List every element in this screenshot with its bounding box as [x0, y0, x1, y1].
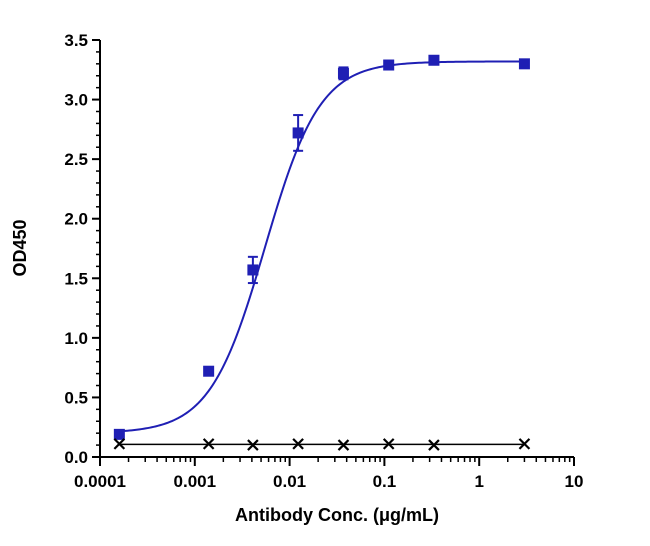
- y-tick-label: 3.0: [64, 91, 88, 110]
- y-tick-label: 2.0: [64, 210, 88, 229]
- x-tick-label: 1: [474, 472, 483, 491]
- y-tick-label: 1.5: [64, 269, 88, 288]
- y-tick-label: 0.5: [64, 388, 88, 407]
- y-tick-label: 3.5: [64, 31, 88, 50]
- y-axis-title: OD450: [10, 219, 30, 276]
- data-point-x: [247, 439, 259, 451]
- data-point-x: [202, 438, 215, 450]
- data-point-square: [292, 127, 304, 139]
- plot-area: 0.0 0.5 1.0 1.5 2.0 2.5 3.0 3.5 0.0001 0.001 0.01 0…: [64, 31, 583, 491]
- x-axis-title: Antibody Conc. (μg/mL): [235, 505, 439, 525]
- data-point-x: [113, 438, 126, 450]
- y-tick-label: 1.0: [64, 329, 88, 348]
- data-point-x: [428, 439, 440, 451]
- x-tick-label: 10: [565, 472, 584, 491]
- data-point-x: [337, 439, 350, 451]
- x-tick-label: 0.01: [273, 472, 306, 491]
- x-tick-label: 0.1: [373, 472, 397, 491]
- x-tick-label: 0.0001: [74, 472, 126, 491]
- data-point-x: [382, 438, 395, 450]
- data-point-square: [203, 365, 215, 377]
- data-point-square: [247, 264, 259, 276]
- data-point-x: [292, 438, 304, 450]
- data-point-square: [337, 67, 349, 79]
- fit-curve: [119, 60, 525, 433]
- x-tick-label: 0.001: [174, 472, 217, 491]
- data-point-square: [383, 59, 395, 71]
- data-point-square: [113, 428, 125, 440]
- y-tick-label: 0.0: [64, 448, 88, 467]
- data-point-square: [518, 58, 530, 70]
- y-tick-label: 2.5: [64, 150, 88, 169]
- data-point-square: [428, 54, 440, 66]
- data-point-x: [518, 438, 531, 450]
